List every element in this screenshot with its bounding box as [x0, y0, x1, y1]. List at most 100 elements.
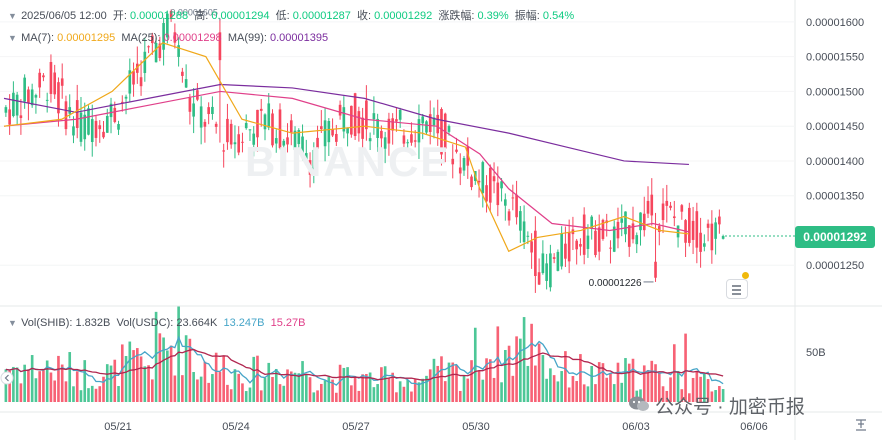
volume-bar [308, 377, 312, 402]
notification-dot [742, 272, 749, 279]
volume-bar [211, 374, 214, 402]
candle-body [481, 162, 485, 194]
candle-body [436, 114, 440, 134]
volume-bar [635, 390, 639, 402]
volume-bar [579, 354, 582, 402]
candle-body [485, 185, 488, 202]
candle-body [391, 118, 394, 131]
candle-body [672, 216, 676, 219]
x-tick-label: 05/21 [104, 421, 132, 433]
ma-chevron-icon[interactable]: ▼ [8, 33, 17, 43]
scroll-left-icon [0, 371, 14, 385]
candle-body [496, 182, 500, 206]
ma7-label: MA(7): [21, 32, 55, 44]
candle-body [462, 158, 466, 171]
volume-bar [342, 367, 346, 402]
candle-body [109, 103, 113, 118]
ohlc-header: ▼ 2025/06/05 12:00 开: 0.00001288 高: 0.00… [8, 7, 574, 23]
volume-bar [462, 375, 466, 402]
y-tick-label: 0.00001500 [806, 86, 864, 98]
candle-body [267, 103, 271, 128]
order-book-icon[interactable] [726, 279, 748, 299]
volume-bar [714, 390, 717, 402]
volume-bar [466, 378, 470, 402]
volume-bar [556, 381, 560, 402]
candle-body [612, 226, 616, 252]
candle-body [511, 197, 515, 199]
volume-bar [15, 367, 19, 402]
volume-ma-short-line [5, 335, 724, 386]
volume-bar [49, 372, 53, 402]
candle-body [567, 231, 571, 262]
volume-bar [19, 383, 23, 402]
candle-body [718, 216, 721, 225]
change-label: 涨跌幅: [438, 10, 475, 22]
ma99-line [3, 83, 689, 166]
volume-bar [560, 371, 563, 402]
volume-bar [162, 337, 165, 402]
volume-bar [541, 355, 545, 402]
y-tick-label: 0.00001600 [806, 17, 864, 29]
candle-body [34, 95, 38, 98]
volume-bar [274, 368, 278, 402]
candle-body [413, 140, 417, 142]
x-tick-label: 06/03 [622, 421, 650, 433]
volume-bar [45, 360, 49, 402]
datetime-label: 2025/06/05 12:00 [21, 10, 107, 22]
candle-body [8, 109, 11, 125]
volume-bar [567, 387, 571, 402]
candle-body [361, 117, 364, 139]
volume-bar [657, 372, 661, 402]
volume-bar [271, 376, 274, 402]
volume-bar [492, 377, 496, 402]
volume-bar [57, 355, 60, 402]
candle-body [631, 223, 635, 240]
candle-body [158, 43, 162, 58]
volume-bar [398, 381, 402, 402]
volume-bar [413, 379, 417, 402]
volume-bar [575, 381, 578, 402]
volume-bar [526, 365, 530, 402]
amplitude-label: 振幅: [514, 10, 540, 22]
candle-body [455, 149, 458, 152]
volume-bar [451, 362, 455, 402]
candle-body [519, 211, 522, 231]
candle-body [635, 235, 639, 245]
candle-body [286, 137, 289, 145]
volume-bar [605, 377, 609, 402]
volume-bar [286, 369, 289, 402]
volume-bar [481, 379, 485, 402]
candle-body [477, 180, 481, 183]
watermark: BINANCE [245, 138, 451, 185]
candle-body [293, 130, 297, 150]
volume-bar [376, 384, 379, 402]
candle-body [320, 126, 323, 130]
volume-bar [515, 336, 518, 402]
volume-bar [387, 378, 391, 402]
volume-bar [117, 386, 120, 402]
volume-bar [320, 383, 323, 402]
candle-body [627, 225, 631, 247]
volume-bar [699, 376, 702, 402]
candle-body [15, 94, 19, 116]
volume-bar [173, 375, 177, 402]
volume-bar [383, 366, 387, 402]
volume-bar [417, 382, 421, 402]
volume-bar [64, 381, 68, 402]
volume-bar [30, 355, 34, 402]
volume-bar [691, 377, 695, 402]
volume-bar [214, 352, 218, 402]
volume-bar [132, 350, 135, 402]
vol-chevron-icon[interactable]: ▼ [8, 318, 17, 328]
volume-bar [166, 350, 169, 402]
candle-body [564, 243, 567, 259]
candle-body [590, 216, 594, 229]
candle-body [248, 129, 252, 131]
candle-body [139, 77, 143, 87]
vol-shib-label: Vol(SHIB): [21, 317, 73, 329]
collapse-chevron-icon[interactable]: ▼ [8, 11, 17, 21]
candle-body [68, 107, 72, 114]
candle-body [353, 93, 357, 137]
